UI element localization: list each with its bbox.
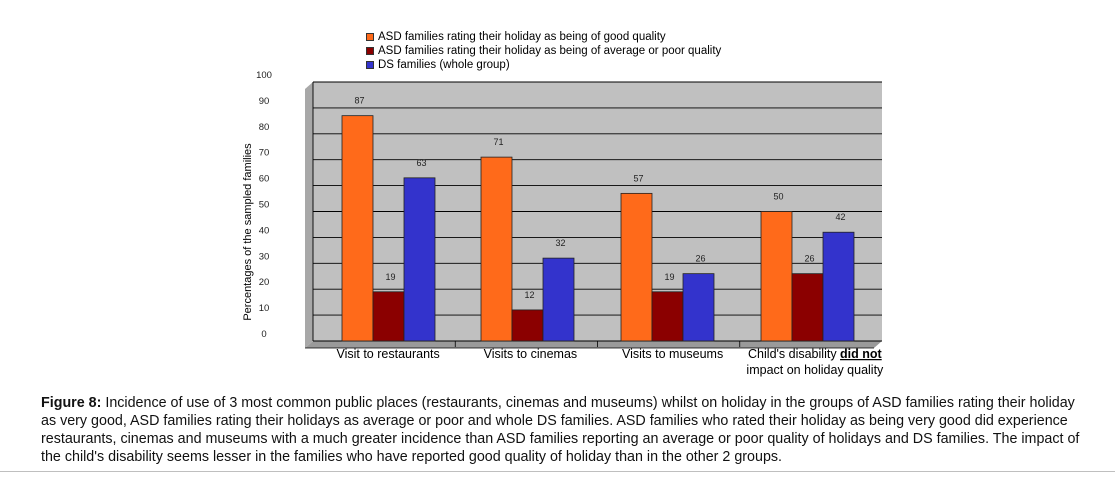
data-label: 63 — [416, 158, 426, 168]
bar — [341, 115, 374, 342]
legend-swatch-ds — [366, 61, 374, 69]
x-tick-label: Child's disability did not impact on holi… — [746, 347, 884, 377]
data-label: 19 — [664, 272, 674, 282]
chart-legend: ASD families rating their holiday as bei… — [366, 30, 721, 72]
plot-floor — [305, 341, 882, 348]
data-label: 42 — [835, 212, 845, 222]
bar — [791, 273, 824, 342]
data-label: 57 — [633, 173, 643, 183]
x-tick-label: Visits to museums — [622, 347, 723, 361]
bar — [651, 291, 684, 342]
y-tick-label: 20 — [259, 277, 270, 288]
figure-caption: Figure 8: Incidence of use of 3 most com… — [41, 394, 1081, 466]
x-tick-label: Visit to restaurants — [336, 347, 439, 361]
legend-item-ds: DS families (whole group) — [366, 58, 721, 72]
x-tick-label: Visits to cinemas — [484, 347, 578, 361]
y-tick-label: 80 — [259, 122, 270, 133]
y-tick-label: 60 — [259, 174, 270, 185]
bar — [403, 177, 436, 342]
caption-label: Figure 8: — [41, 395, 102, 411]
bar — [480, 156, 513, 342]
legend-swatch-good — [366, 33, 374, 41]
bar — [760, 211, 793, 342]
y-tick-label: 0 — [261, 329, 266, 340]
y-tick-label: 30 — [259, 251, 270, 262]
legend-item-good: ASD families rating their holiday as bei… — [366, 30, 721, 44]
bar-chart: 0 10 20 30 40 50 60 70 80 90 100 87 19 63 Visit to res… — [256, 70, 884, 377]
legend-label-average-poor: ASD families rating their holiday as bei… — [378, 45, 722, 57]
legend-label-ds: DS families (whole group) — [378, 59, 510, 71]
bar — [620, 192, 653, 342]
legend-label-good: ASD families rating their holiday as bei… — [378, 31, 666, 43]
caption-text: Incidence of use of 3 most common public… — [41, 395, 1080, 465]
data-label: 12 — [524, 290, 534, 300]
y-tick-label: 10 — [259, 303, 270, 314]
bar — [372, 291, 405, 342]
data-label: 32 — [555, 238, 565, 248]
divider — [0, 471, 1115, 472]
data-label: 19 — [385, 272, 395, 282]
data-label: 87 — [354, 96, 364, 106]
data-label: 50 — [773, 192, 783, 202]
bar — [682, 273, 715, 342]
legend-swatch-average-poor — [366, 47, 374, 55]
y-tick-label: 100 — [256, 70, 272, 81]
data-label: 71 — [493, 137, 503, 147]
y-tick-label: 40 — [259, 225, 270, 236]
y-tick-label: 90 — [259, 96, 270, 107]
data-label: 26 — [695, 254, 705, 264]
data-label: 26 — [804, 254, 814, 264]
y-axis-label: Percentages of the sampled families — [242, 143, 254, 321]
y-tick-label: 70 — [259, 148, 270, 159]
bar — [542, 257, 575, 342]
y-tick-label: 50 — [259, 200, 270, 211]
legend-item-average-poor: ASD families rating their holiday as bei… — [366, 44, 721, 58]
plot-side-wall — [305, 82, 313, 348]
bar — [822, 231, 855, 342]
bar — [511, 309, 544, 342]
